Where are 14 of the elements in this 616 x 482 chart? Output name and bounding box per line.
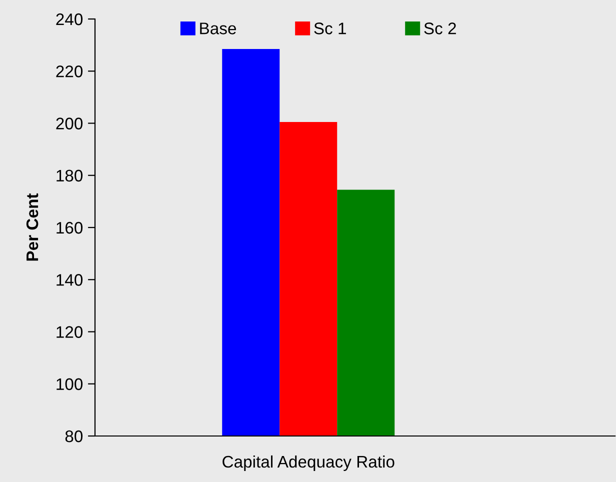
y-axis-title: Per Cent	[26, 193, 38, 261]
y-tick-label: 240	[56, 13, 83, 26]
y-tick-label: 80	[65, 430, 83, 442]
y-tick-label: 140	[56, 274, 83, 286]
y-tick-label: 160	[56, 222, 83, 234]
y-tick-label: 120	[56, 326, 83, 338]
legend-label: Base	[200, 22, 236, 34]
y-tick-label: 180	[56, 170, 83, 182]
y-tick-label: 220	[56, 66, 83, 78]
y-tick-label: 200	[56, 118, 83, 130]
y-tick-label: 100	[56, 378, 83, 390]
x-tick-label: Capital Adequacy Ratio	[222, 455, 394, 471]
legend-label: Sc 1	[314, 22, 346, 34]
legend-label: Sc 2	[424, 22, 456, 34]
